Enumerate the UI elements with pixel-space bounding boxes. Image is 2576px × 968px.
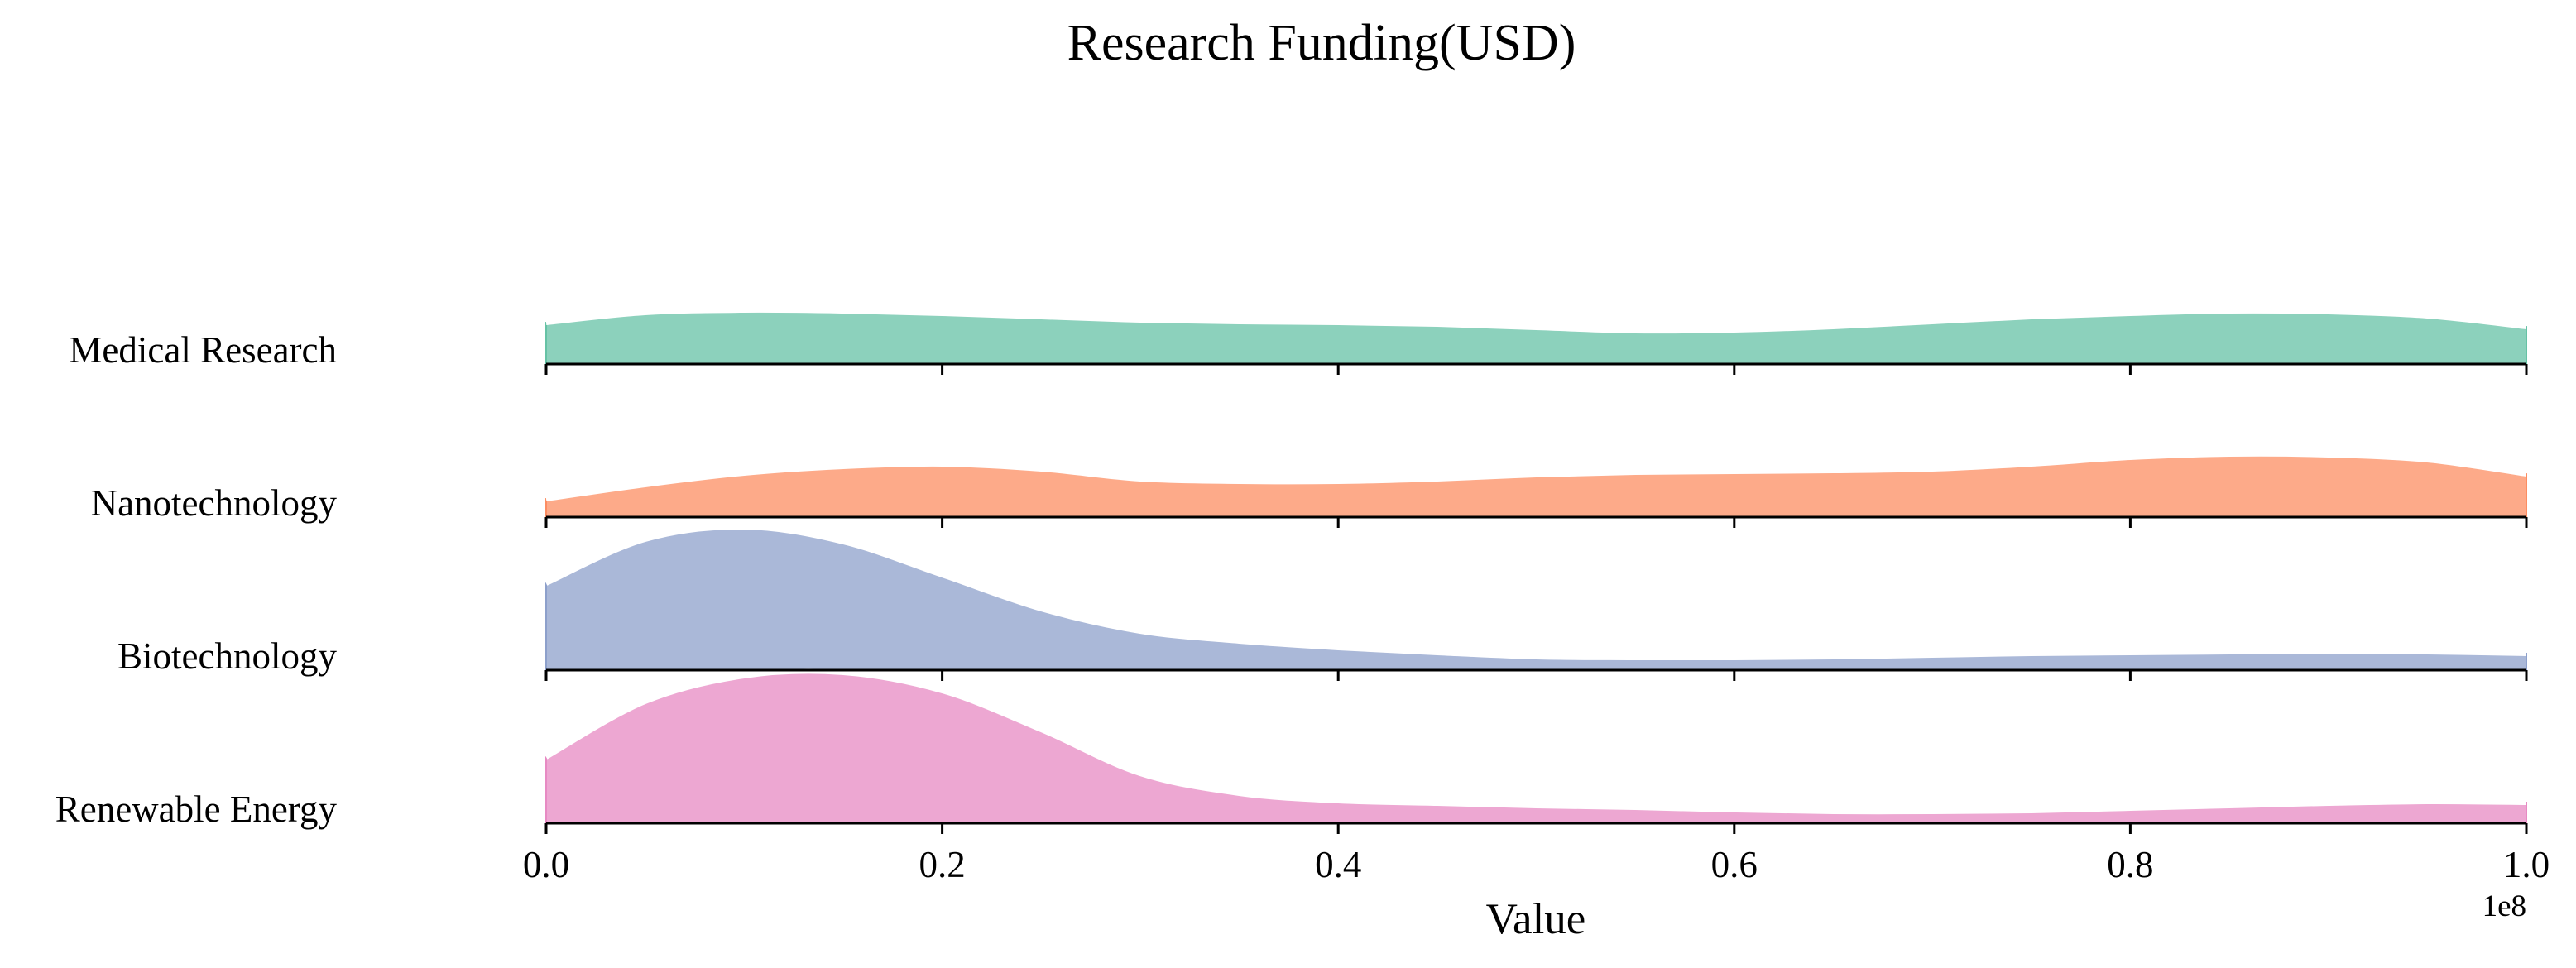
x-axis-label: Value [1486, 895, 1586, 943]
x-axis-offset-label: 1e8 [2482, 889, 2526, 923]
ridges-layer [544, 307, 2527, 824]
x-axis-ticks: 0.0 0.2 0.4 0.6 0.8 1.0 [523, 844, 2550, 885]
row-label: Biotechnology [118, 635, 337, 677]
ridge-outline [544, 524, 2527, 661]
x-tick-label: 0.2 [919, 844, 965, 885]
row-label: Nanotechnology [91, 482, 338, 524]
ridge-area [545, 453, 2527, 518]
ridge-outline [545, 451, 2527, 501]
x-tick-label: 0.8 [2107, 844, 2153, 885]
ridge-renewable-energy [544, 668, 2527, 824]
ridge-area [545, 525, 2527, 671]
chart-title: Research Funding(USD) [1067, 15, 1576, 71]
row-label: Renewable Energy [55, 788, 338, 830]
ridge-area [545, 670, 2527, 824]
x-tick-label: 0.0 [523, 844, 569, 885]
ridge-area [545, 309, 2527, 365]
row-label: Medical Research [69, 329, 337, 371]
x-tick-label: 1.0 [2503, 844, 2550, 885]
x-tick-label: 0.4 [1315, 844, 1361, 885]
ridge-outline [544, 668, 2527, 815]
ridge-nanotechnology [545, 451, 2527, 518]
ridge-biotechnology [544, 524, 2527, 671]
baselines-layer [544, 362, 2528, 834]
ridge-outline [545, 307, 2527, 334]
x-tick-label: 0.6 [1711, 844, 1758, 885]
row-labels-layer: Medical Research Nanotechnology Biotechnol… [55, 329, 338, 830]
ridge-medical-research [545, 307, 2527, 365]
